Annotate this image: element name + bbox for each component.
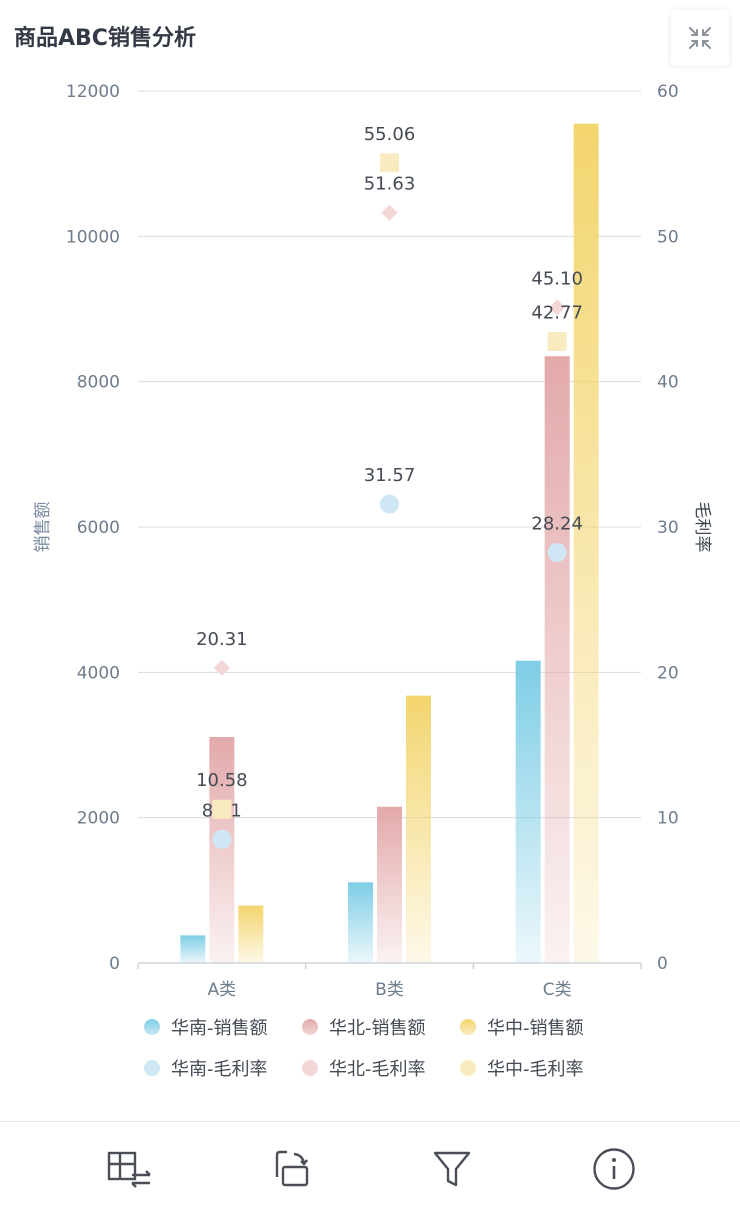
- x-category-label: C类: [543, 980, 572, 1000]
- data-label: 45.10: [531, 269, 583, 290]
- data-label: 42.77: [531, 302, 583, 323]
- legend-marker: [460, 1019, 476, 1035]
- legend-marker: [302, 1019, 318, 1035]
- y-tick-left: 8000: [77, 373, 120, 393]
- x-category-label: A类: [208, 980, 237, 1000]
- y-tick-right: 40: [657, 373, 679, 393]
- data-label: 20.31: [196, 629, 248, 650]
- data-label: 55.06: [364, 124, 416, 145]
- data-label: 51.63: [364, 174, 416, 195]
- table-switch-button[interactable]: [105, 1144, 155, 1194]
- y-tick-left: 12000: [66, 82, 120, 102]
- y-tick-left: 10000: [66, 227, 120, 247]
- point-华南-毛利率-B类: [380, 494, 399, 514]
- bar-华南-销售额-B类: [348, 882, 373, 963]
- legend-label: 华中-销售额: [487, 1018, 584, 1039]
- rotate-icon: [275, 1150, 309, 1187]
- filter-button[interactable]: [427, 1144, 477, 1194]
- toolbar-divider: [0, 1121, 740, 1122]
- y-tick-right: 0: [657, 954, 668, 974]
- x-category-label: B类: [375, 980, 404, 1000]
- point-华北-毛利率-A类: [213, 659, 230, 676]
- point-华北-毛利率-B类: [381, 204, 398, 221]
- y-tick-right: 50: [657, 227, 679, 247]
- legend-marker: [144, 1019, 160, 1035]
- data-label: 28.24: [531, 514, 583, 535]
- legend-label: 华南-销售额: [171, 1018, 268, 1039]
- legend-label: 华南-毛利率: [171, 1059, 268, 1080]
- table-switch-icon: [107, 1151, 151, 1188]
- bar-华中-销售额-A类: [238, 905, 264, 963]
- chart-area: 0 0 2000 10 4000 20 6000 30 8000 40 10000 50 12000 60…: [33, 82, 712, 1080]
- point-华中-毛利率-A类: [212, 799, 232, 819]
- legend-marker: [302, 1060, 318, 1076]
- data-label: 10.58: [196, 770, 248, 791]
- y-tick-left: 4000: [77, 663, 120, 683]
- legend-label: 华北-销售额: [329, 1018, 426, 1039]
- legend-label: 华北-毛利率: [329, 1059, 426, 1080]
- bar-华中-销售额-C类: [573, 123, 599, 963]
- y-tick-right: 10: [657, 809, 679, 829]
- collapse-button[interactable]: [671, 10, 729, 66]
- y-axis-title-left: 销售额: [33, 502, 53, 553]
- bar-华北-销售额-C类: [544, 356, 570, 963]
- y-tick-left: 6000: [77, 518, 120, 538]
- bar-华南-销售额-A类: [180, 935, 206, 963]
- bar-华南-销售额-C类: [515, 660, 541, 963]
- point-华南-毛利率-A类: [212, 829, 232, 849]
- y-axis-title-right: 毛利率: [692, 502, 712, 553]
- y-tick-right: 30: [657, 518, 679, 538]
- legend-marker: [144, 1060, 160, 1076]
- collapse-icon: [689, 27, 711, 49]
- point-华中-毛利率-B类: [380, 153, 399, 173]
- info-icon: [593, 1148, 635, 1190]
- info-button[interactable]: [589, 1144, 639, 1194]
- point-华北-毛利率-C类: [549, 299, 566, 316]
- y-tick-left: 2000: [77, 809, 120, 829]
- y-tick-left: 0: [109, 954, 120, 974]
- legend-label: 华中-毛利率: [487, 1059, 584, 1080]
- legend-marker: [460, 1060, 476, 1076]
- point-华南-毛利率-C类: [547, 543, 567, 563]
- y-tick-right: 20: [657, 663, 679, 683]
- chart-title: 商品ABC销售分析: [14, 26, 196, 51]
- data-label: 31.57: [364, 465, 416, 486]
- y-tick-right: 60: [657, 82, 679, 102]
- bar-华北-销售额-B类: [377, 806, 402, 963]
- bar-华中-销售额-B类: [406, 695, 431, 963]
- rotate-button[interactable]: [266, 1144, 316, 1194]
- point-华中-毛利率-C类: [547, 331, 567, 351]
- filter-icon: [433, 1151, 471, 1187]
- bar-华北-销售额-A类: [209, 737, 235, 963]
